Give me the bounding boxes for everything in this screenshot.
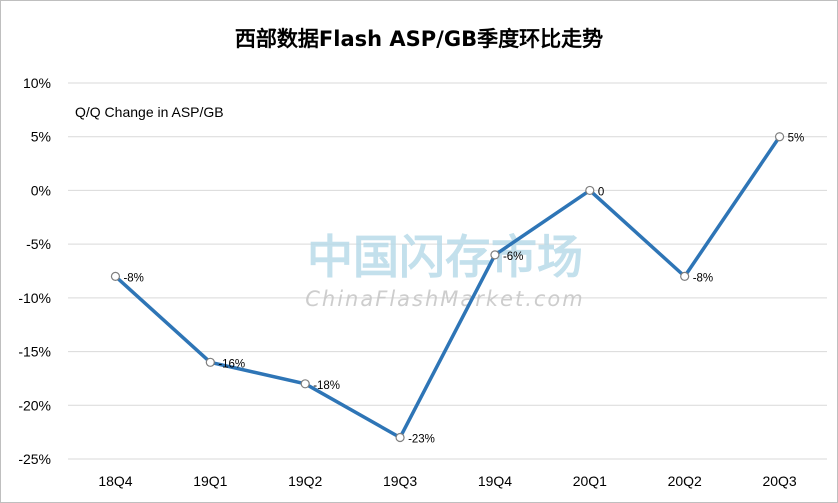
- x-tick-label: 19Q1: [193, 473, 227, 489]
- data-label: -8%: [123, 272, 143, 284]
- y-tick-label: 0%: [31, 182, 51, 198]
- y-axis-label: Q/Q Change in ASP/GB: [75, 104, 224, 120]
- y-axis-ticks: 10% 5% 0% -5% -10% -15% -20% -25%: [18, 75, 51, 467]
- data-points: [110, 132, 785, 443]
- data-label: -23%: [408, 434, 435, 446]
- y-tick-label: 5%: [31, 129, 51, 145]
- data-point: [205, 357, 215, 367]
- data-point: [300, 379, 310, 389]
- data-label: -8%: [693, 272, 713, 284]
- y-tick-label: -25%: [18, 451, 51, 467]
- y-tick-label: -20%: [18, 397, 51, 413]
- data-point: [680, 271, 690, 281]
- gridlines: [68, 82, 827, 460]
- data-label: -16%: [218, 358, 245, 370]
- data-point: [774, 132, 785, 142]
- data-label: 0: [598, 186, 604, 198]
- data-label: -6%: [503, 251, 523, 263]
- series-line-path: [113, 134, 782, 440]
- x-tick-label: 19Q4: [478, 473, 512, 489]
- y-tick-label: 10%: [23, 75, 51, 91]
- x-tick-label: 20Q3: [762, 473, 796, 489]
- chart-title: 西部数据Flash ASP/GB季度环比走势: [235, 27, 603, 51]
- x-tick-label: 19Q3: [383, 473, 417, 489]
- y-tick-label: -15%: [18, 344, 51, 360]
- series-line: [113, 134, 782, 440]
- y-tick-label: -5%: [26, 236, 51, 252]
- watermark: 中国闪存市场 ChinaFlashMarket.com: [305, 230, 584, 311]
- y-tick-label: -10%: [18, 290, 51, 306]
- watermark-chinese: 中国闪存市场: [307, 230, 583, 284]
- data-point: [490, 250, 500, 260]
- data-labels: -8% -16% -18% -23% -6% 0 -8% 5%: [123, 133, 804, 446]
- x-axis-ticks: 18Q4 19Q1 19Q2 19Q3 19Q4 20Q1 20Q2 20Q3: [98, 473, 797, 489]
- data-point: [585, 185, 595, 196]
- data-label: 5%: [788, 133, 805, 145]
- x-tick-label: 18Q4: [98, 473, 132, 489]
- data-point: [110, 271, 121, 281]
- data-label: -18%: [313, 380, 340, 392]
- data-point: [395, 432, 405, 443]
- x-tick-label: 20Q1: [573, 473, 607, 489]
- watermark-english: ChinaFlashMarket.com: [305, 287, 584, 311]
- x-tick-label: 19Q2: [288, 473, 322, 489]
- x-tick-label: 20Q2: [668, 473, 702, 489]
